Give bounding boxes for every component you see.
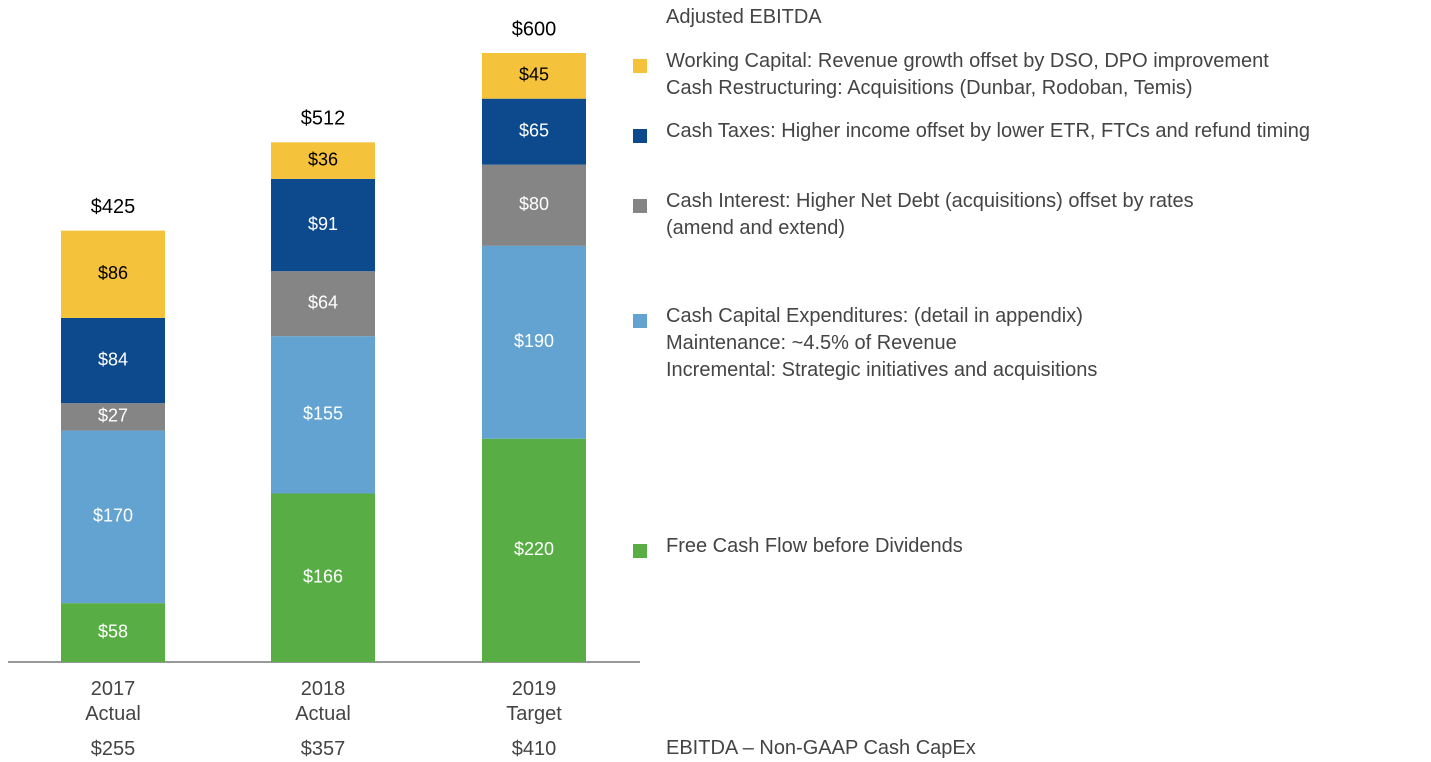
x-tick-label: 2018 Actual	[295, 678, 351, 725]
bar-segment	[271, 178, 375, 272]
legend-swatch	[633, 199, 647, 213]
legend-swatch	[633, 544, 647, 558]
bar-segment	[271, 336, 375, 494]
bar-segment	[61, 317, 165, 404]
data-label: $64	[308, 292, 338, 312]
bar-segment	[482, 438, 586, 662]
data-label: $91	[308, 214, 338, 234]
bar-segment	[61, 230, 165, 318]
data-label: $27	[98, 406, 128, 426]
bar-segment	[482, 164, 586, 246]
legend-swatch	[633, 59, 647, 73]
data-label: $65	[519, 120, 549, 140]
legend-label: Free Cash Flow before Dividends	[666, 535, 963, 557]
footer-value: $410	[511, 738, 557, 760]
bar-segment	[271, 493, 375, 662]
footer-label: EBITDA – Non-GAAP Cash CapEx	[666, 737, 976, 759]
x-tick-label: 2017 Actual	[85, 678, 141, 725]
data-label: $80	[519, 194, 549, 214]
data-label: $58	[98, 621, 128, 641]
bar-segment	[482, 245, 586, 439]
data-label: $45	[519, 65, 549, 85]
legend-label: Cash Interest: Higher Net Debt (acquisit…	[666, 190, 1194, 239]
data-label: $166	[303, 567, 343, 587]
bar-segment	[61, 403, 165, 431]
data-label: $190	[514, 331, 554, 351]
footer-value: $255	[90, 738, 136, 760]
data-label: $36	[308, 149, 338, 169]
bar-segment	[271, 271, 375, 337]
data-label: $86	[98, 263, 128, 283]
footer-value: $357	[300, 738, 346, 760]
bar-segment	[482, 53, 586, 99]
legend-label: Cash Taxes: Higher income offset by lowe…	[666, 120, 1310, 142]
data-label: $84	[98, 349, 128, 369]
legend-label: Working Capital: Revenue growth offset b…	[666, 50, 1269, 99]
total-label: $512	[301, 108, 346, 130]
legend-swatch	[633, 314, 647, 328]
x-tick-label: 2019 Target	[506, 678, 562, 725]
data-label: $170	[93, 506, 133, 526]
total-label: $600	[512, 18, 557, 40]
total-label: $425	[91, 196, 136, 218]
data-label: $220	[514, 539, 554, 559]
data-label: $155	[303, 404, 343, 424]
legend-label: Cash Capital Expenditures: (detail in ap…	[666, 305, 1098, 381]
bar-segment	[482, 98, 586, 165]
legend-swatch	[633, 129, 647, 143]
bar-segment	[61, 430, 165, 604]
bar-segment	[61, 603, 165, 662]
bar-segment	[271, 142, 375, 179]
legend-title: Adjusted EBITDA	[666, 6, 822, 28]
